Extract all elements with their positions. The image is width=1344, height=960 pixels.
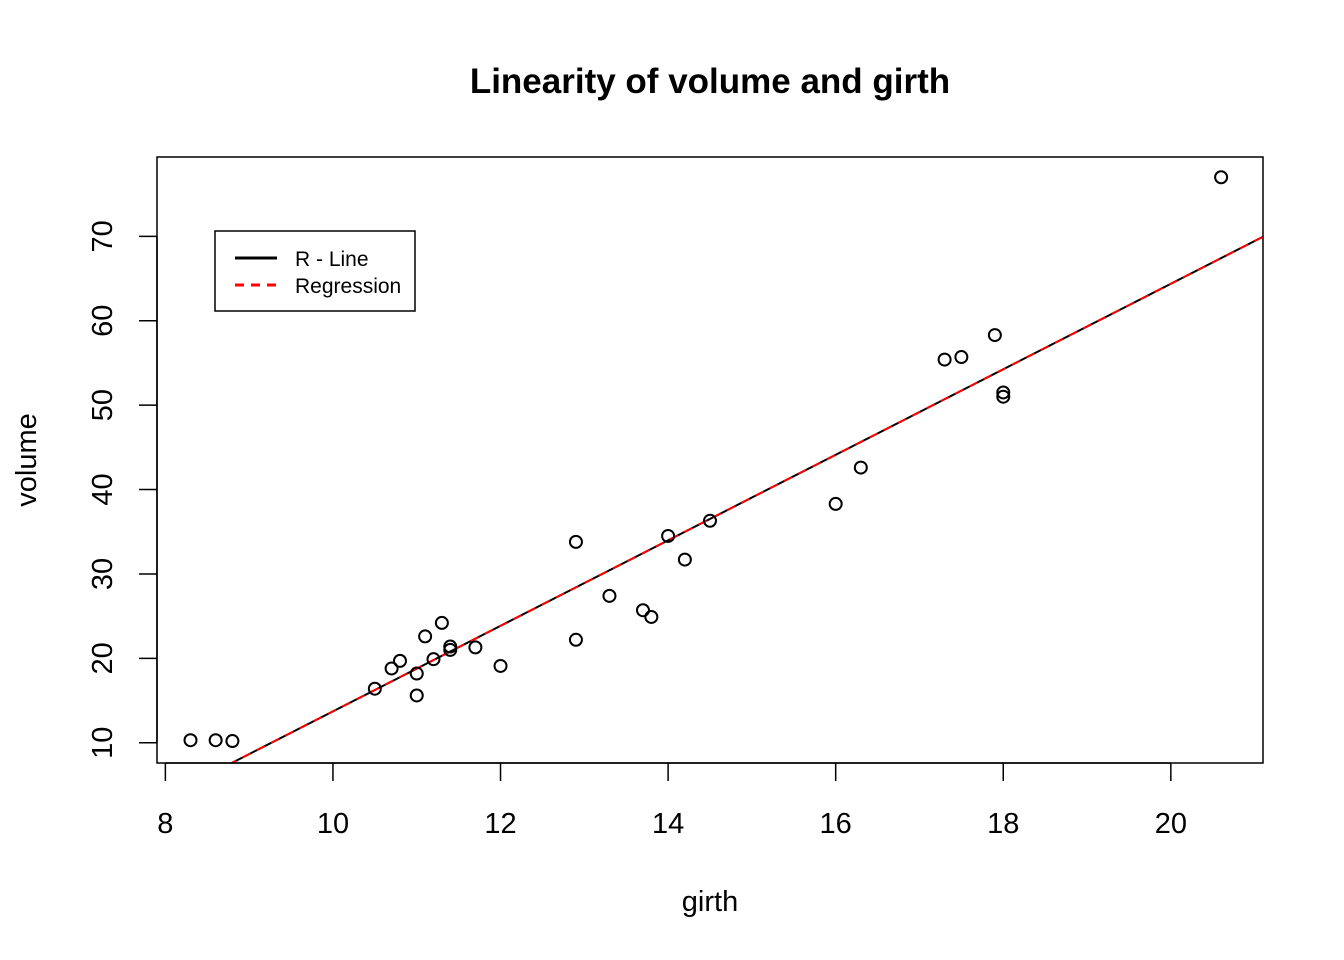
x-tick-label: 12 [484, 808, 516, 840]
data-point [996, 385, 1011, 400]
legend-label-r-line: R - Line [295, 248, 369, 271]
legend-label-regression: Regression [295, 275, 401, 298]
y-tick-label: 50 [87, 389, 119, 421]
data-point [443, 639, 458, 654]
data-point [225, 734, 240, 749]
data-point [635, 603, 650, 618]
y-tick-label: 70 [87, 220, 119, 252]
data-point [677, 552, 692, 567]
data-point [384, 661, 399, 676]
data-point [426, 652, 441, 667]
data-point [409, 688, 424, 703]
data-point [828, 496, 843, 511]
x-tick-label: 20 [1155, 808, 1187, 840]
data-point [954, 350, 969, 365]
data-point [1214, 170, 1229, 185]
x-axis: 8 10 12 14 16 18 20 [157, 762, 1187, 840]
data-point [367, 681, 382, 696]
data-point [568, 632, 583, 647]
y-tick-label: 20 [87, 642, 119, 674]
data-point [703, 513, 717, 528]
data-point [987, 328, 1002, 343]
data-point [208, 733, 223, 748]
legend: R - Line Regression [214, 230, 416, 312]
data-point [392, 653, 407, 668]
data-point [493, 658, 508, 673]
data-points [183, 170, 1229, 749]
data-point [418, 629, 433, 644]
y-tick-label: 10 [87, 727, 119, 759]
data-point [937, 352, 952, 367]
legend-box [214, 230, 416, 312]
data-point [409, 666, 424, 681]
plot-area [183, 170, 1263, 763]
x-tick-label: 10 [317, 808, 349, 840]
x-tick-label: 16 [820, 808, 852, 840]
chart-title: Linearity of volume and girth [470, 62, 950, 101]
data-point [568, 534, 583, 549]
y-tick-label: 30 [87, 558, 119, 590]
x-tick-label: 18 [987, 808, 1019, 840]
x-tick-label: 14 [652, 808, 684, 840]
data-point [644, 609, 659, 624]
data-point [434, 615, 449, 630]
y-axis: 10 20 30 40 50 60 70 [87, 220, 158, 759]
data-point [183, 733, 198, 748]
x-axis-label: girth [682, 886, 738, 918]
data-point [661, 528, 676, 543]
fit-lines [229, 235, 1263, 763]
data-point [468, 640, 483, 655]
r-line [229, 235, 1263, 763]
data-point [996, 389, 1011, 404]
y-tick-label: 60 [87, 305, 119, 337]
y-tick-label: 40 [87, 473, 119, 505]
x-tick-label: 8 [157, 808, 173, 840]
data-point [853, 460, 868, 475]
y-axis-label: volume [11, 413, 43, 507]
data-point [602, 588, 617, 603]
